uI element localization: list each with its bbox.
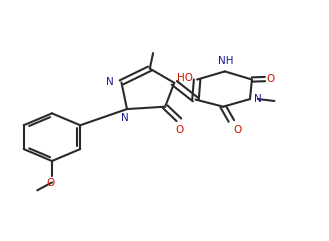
Text: HO: HO — [177, 73, 193, 83]
Text: N: N — [121, 113, 129, 123]
Text: O: O — [46, 178, 54, 188]
Text: O: O — [266, 74, 275, 84]
Text: NH: NH — [218, 56, 233, 66]
Text: O: O — [233, 125, 241, 135]
Text: N: N — [254, 94, 262, 104]
Text: N: N — [106, 77, 113, 87]
Text: O: O — [175, 125, 184, 134]
